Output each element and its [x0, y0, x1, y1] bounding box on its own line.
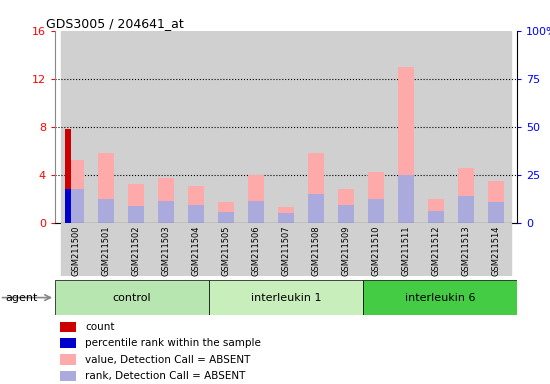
Bar	[363, 280, 517, 315]
Bar	[188, 185, 204, 223]
Bar	[301, 223, 331, 276]
Text: GSM211512: GSM211512	[432, 225, 441, 276]
Bar	[241, 223, 271, 276]
Text: percentile rank within the sample: percentile rank within the sample	[85, 338, 261, 348]
Text: GSM211500: GSM211500	[72, 225, 80, 276]
Bar	[181, 223, 211, 276]
Bar	[458, 196, 474, 223]
Text: GSM211513: GSM211513	[461, 225, 470, 276]
Text: rank, Detection Call = ABSENT: rank, Detection Call = ABSENT	[85, 371, 245, 381]
Bar	[398, 67, 414, 223]
Bar	[361, 223, 391, 276]
Bar	[181, 31, 211, 223]
Bar	[151, 31, 181, 223]
Bar	[91, 31, 121, 223]
Bar	[278, 207, 294, 223]
Bar	[308, 153, 324, 223]
Bar	[68, 161, 84, 223]
Bar	[241, 31, 271, 223]
Text: GSM211502: GSM211502	[131, 225, 140, 276]
Bar	[488, 181, 504, 223]
Bar	[158, 178, 174, 223]
Bar	[121, 223, 151, 276]
Bar	[301, 31, 331, 223]
Text: value, Detection Call = ABSENT: value, Detection Call = ABSENT	[85, 354, 250, 364]
Bar	[481, 31, 511, 223]
Bar	[121, 31, 151, 223]
Bar	[338, 189, 354, 223]
Bar	[64, 129, 71, 223]
Bar	[218, 202, 234, 223]
Bar	[451, 223, 481, 276]
Bar	[488, 202, 504, 223]
Bar	[308, 194, 324, 223]
Bar	[368, 199, 384, 223]
Text: GSM211510: GSM211510	[371, 225, 381, 276]
Bar	[451, 31, 481, 223]
Text: agent: agent	[6, 293, 38, 303]
Bar	[481, 223, 511, 276]
Bar	[59, 371, 76, 381]
Bar	[368, 172, 384, 223]
Bar	[98, 199, 114, 223]
Bar	[391, 31, 421, 223]
Text: GSM211511: GSM211511	[402, 225, 410, 276]
Bar	[188, 205, 204, 223]
Text: GSM211508: GSM211508	[311, 225, 321, 276]
Bar	[331, 223, 361, 276]
Bar	[361, 31, 391, 223]
Text: GDS3005 / 204641_at: GDS3005 / 204641_at	[46, 17, 184, 30]
Bar	[128, 184, 144, 223]
Bar	[128, 206, 144, 223]
Bar	[421, 223, 451, 276]
Bar	[64, 189, 71, 223]
Text: control: control	[113, 293, 151, 303]
Bar	[98, 153, 114, 223]
Bar	[59, 322, 76, 332]
Bar	[331, 31, 361, 223]
Text: GSM211503: GSM211503	[162, 225, 170, 276]
Bar	[278, 213, 294, 223]
Bar	[458, 167, 474, 223]
Text: GSM211504: GSM211504	[191, 225, 201, 276]
Bar	[421, 31, 451, 223]
Bar	[218, 212, 234, 223]
Text: GSM211514: GSM211514	[492, 225, 500, 276]
Bar	[61, 31, 91, 223]
Bar	[248, 175, 264, 223]
Bar	[59, 338, 76, 348]
Bar	[151, 223, 181, 276]
Bar	[338, 205, 354, 223]
Bar	[398, 175, 414, 223]
Text: count: count	[85, 322, 114, 332]
Bar	[209, 280, 363, 315]
Bar	[61, 223, 91, 276]
Text: GSM211509: GSM211509	[342, 225, 350, 276]
Bar	[211, 31, 241, 223]
Bar	[55, 280, 209, 315]
Text: GSM211506: GSM211506	[251, 225, 261, 276]
Text: GSM211505: GSM211505	[222, 225, 230, 276]
Bar	[68, 189, 84, 223]
Text: GSM211501: GSM211501	[102, 225, 111, 276]
Bar	[91, 223, 121, 276]
Bar	[248, 201, 264, 223]
Bar	[271, 31, 301, 223]
Bar	[428, 199, 444, 223]
Text: GSM211507: GSM211507	[282, 225, 290, 276]
Bar	[59, 354, 76, 365]
Text: interleukin 1: interleukin 1	[251, 293, 321, 303]
Bar	[211, 223, 241, 276]
Bar	[158, 201, 174, 223]
Text: interleukin 6: interleukin 6	[405, 293, 475, 303]
Bar	[271, 223, 301, 276]
Bar	[391, 223, 421, 276]
Bar	[428, 211, 444, 223]
